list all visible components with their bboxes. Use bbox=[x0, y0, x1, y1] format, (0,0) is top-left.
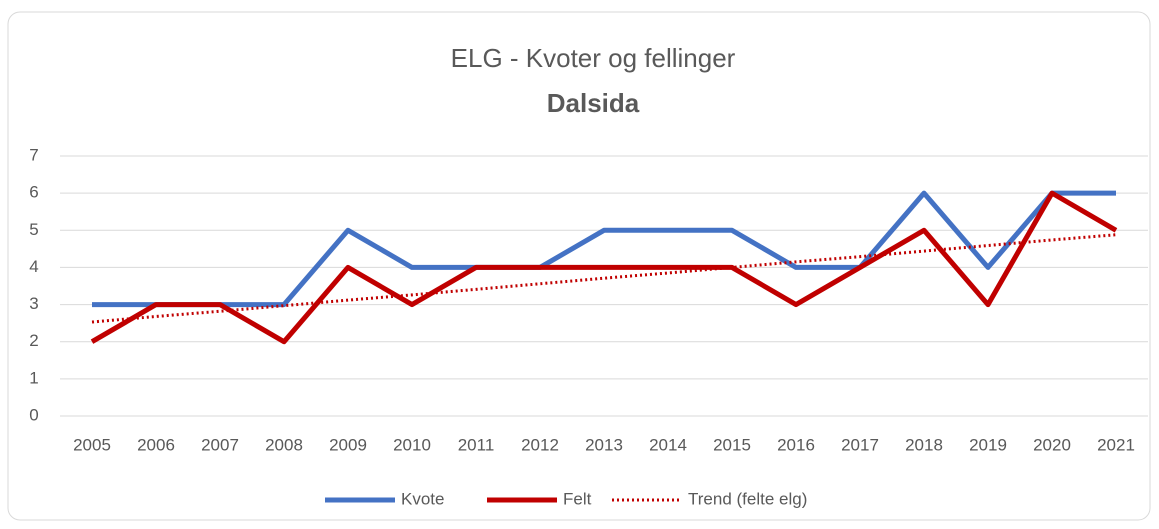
y-tick-label: 4 bbox=[29, 257, 38, 276]
x-tick-label: 2011 bbox=[458, 435, 495, 454]
x-tick-label: 2006 bbox=[137, 435, 175, 454]
x-tick-label: 2019 bbox=[969, 435, 1007, 454]
x-tick-label: 2021 bbox=[1097, 435, 1135, 454]
x-tick-label: 2018 bbox=[905, 435, 943, 454]
trend-line bbox=[91, 233, 1117, 324]
y-tick-label: 1 bbox=[29, 368, 38, 387]
data-line bbox=[90, 190, 1118, 345]
y-tick-label: 6 bbox=[29, 183, 38, 202]
y-tick-label: 5 bbox=[29, 220, 38, 239]
x-tick-label: 2005 bbox=[73, 435, 111, 454]
x-tick-label: 2014 bbox=[649, 435, 687, 454]
y-tick-label: 7 bbox=[29, 145, 38, 164]
y-tick-label: 2 bbox=[29, 331, 38, 350]
y-tick-label: 0 bbox=[29, 405, 38, 424]
x-tick-label: 2013 bbox=[585, 435, 623, 454]
x-tick-label: 2016 bbox=[777, 435, 815, 454]
x-tick-label: 2015 bbox=[713, 435, 751, 454]
legend-label: Felt bbox=[563, 489, 592, 508]
chart-title: ELG - Kvoter og fellinger bbox=[451, 43, 736, 73]
x-tick-label: 2012 bbox=[521, 435, 559, 454]
y-tick-label: 3 bbox=[29, 294, 38, 313]
x-tick-label: 2008 bbox=[265, 435, 303, 454]
x-tick-label: 2009 bbox=[329, 435, 367, 454]
chart-subtitle: Dalsida bbox=[547, 88, 640, 118]
x-tick-label: 2007 bbox=[201, 435, 239, 454]
data-line bbox=[92, 190, 1116, 308]
x-tick-label: 2020 bbox=[1033, 435, 1071, 454]
legend-label: Trend (felte elg) bbox=[688, 489, 807, 508]
x-tick-label: 2017 bbox=[841, 435, 879, 454]
x-tick-label: 2010 bbox=[393, 435, 431, 454]
legend-label: Kvote bbox=[401, 489, 444, 508]
